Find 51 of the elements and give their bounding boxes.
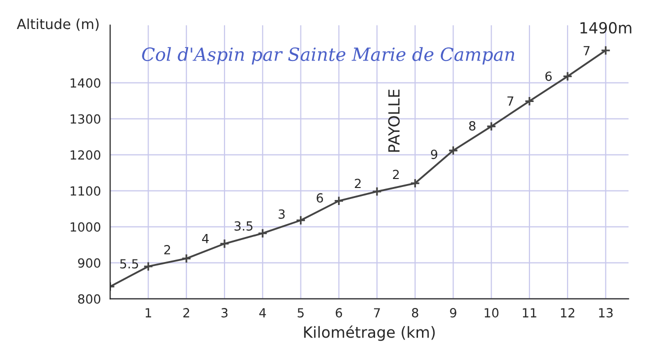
x-tick-label: 7 [374, 308, 380, 318]
point [448, 145, 458, 156]
y-tick-label: 1300 [70, 114, 100, 124]
point [296, 215, 306, 226]
point [220, 238, 230, 249]
x-tick-label: 10 [484, 308, 498, 318]
point [143, 261, 154, 272]
x-tick-label: 5 [298, 308, 304, 318]
x-tick-label: 11 [522, 308, 536, 318]
point [524, 96, 534, 106]
y-tick-label: 900 [78, 258, 100, 268]
point [410, 178, 420, 188]
annotation: 7 [584, 46, 590, 56]
annotation: 1490m [580, 22, 632, 34]
point [486, 121, 496, 132]
x-tick-label: 2 [183, 308, 190, 318]
annotation: 3.5 [234, 221, 252, 231]
x-tick-label: 9 [450, 308, 456, 318]
annotation: 2 [164, 245, 170, 254]
annotation: 7 [507, 96, 514, 106]
point [181, 253, 192, 264]
annotation: 2 [354, 178, 361, 188]
point [372, 186, 382, 197]
x-tick-label: 3 [221, 308, 228, 318]
text: Col d'Aspin par Sainte Marie de Campan [142, 47, 514, 65]
point [562, 71, 573, 82]
point [600, 45, 611, 56]
x-tick-label: 6 [336, 308, 342, 318]
y-tick-label: 1100 [70, 186, 100, 196]
annotation: 2 [392, 170, 399, 180]
annotation: 3 [278, 209, 285, 219]
y-tick-label: 800 [78, 294, 100, 304]
x-tick-label: 12 [560, 308, 574, 318]
point [258, 228, 268, 238]
y-axis-title: Altitude (m) [16, 18, 99, 31]
y-tick-label: 1000 [70, 222, 100, 232]
y-tick-label: 1400 [70, 78, 100, 88]
x-tick-label: 1 [146, 308, 152, 318]
x-axis-title: Kilométrage (km) [304, 325, 435, 341]
annotation: 5.5 [120, 259, 138, 269]
annotation: 6 [316, 193, 323, 203]
x-tick-label: 13 [599, 308, 613, 318]
y-tick-label: 1200 [70, 150, 100, 160]
annotation: PAYOLLE [388, 90, 400, 152]
x-tick-label: 4 [259, 308, 266, 318]
annotation: 4 [202, 234, 209, 244]
x-tick-label: 8 [412, 308, 418, 318]
annotation: 9 [430, 150, 438, 160]
annotation: 6 [545, 71, 552, 81]
point [334, 196, 344, 206]
annotation: 8 [469, 121, 476, 131]
